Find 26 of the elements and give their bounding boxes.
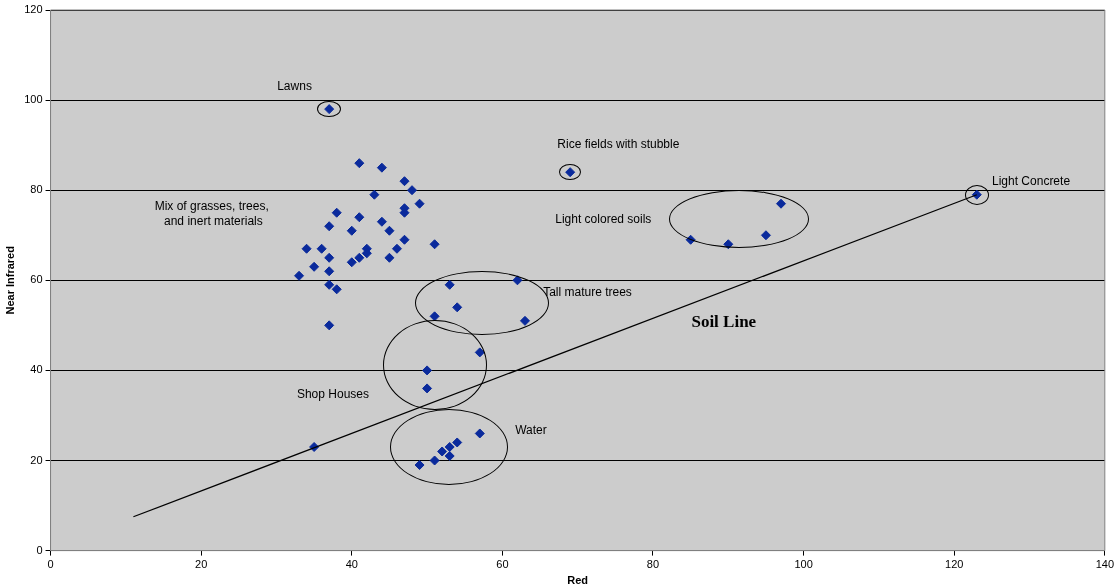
- x-tick-label: 20: [195, 558, 208, 571]
- x-tick-label: 80: [646, 558, 660, 571]
- annotation: Rice fields with stubble: [557, 137, 680, 152]
- y-axis-title: Near Infrared: [3, 246, 16, 315]
- annotation: Water: [515, 422, 547, 437]
- annotation: Shop Houses: [296, 386, 369, 401]
- x-tick-label: 0: [47, 558, 54, 571]
- annotation: Soil Line: [691, 312, 757, 332]
- x-tick-label: 40: [345, 558, 358, 571]
- annotation: Tall mature trees: [543, 284, 632, 299]
- x-tick-label: 140: [1095, 558, 1114, 571]
- x-tick-label: 60: [496, 558, 509, 571]
- y-tick-label: 60: [30, 273, 43, 286]
- annotation: Light colored soils: [555, 211, 652, 226]
- x-tick-label: 100: [794, 558, 813, 571]
- annotation: Lawns: [277, 78, 312, 93]
- annotation: Mix of grasses, trees, and inert materials: [154, 199, 269, 229]
- x-axis-title: Red: [567, 574, 589, 587]
- y-tick-label: 0: [36, 543, 43, 556]
- y-tick-label: 80: [30, 183, 43, 196]
- y-tick-label: 20: [30, 453, 43, 466]
- y-tick-label: 100: [24, 93, 43, 106]
- annotation: Light Concrete: [992, 173, 1071, 188]
- x-tick-label: 120: [945, 558, 964, 571]
- y-tick-label: 120: [24, 3, 43, 16]
- y-tick-label: 40: [30, 363, 43, 376]
